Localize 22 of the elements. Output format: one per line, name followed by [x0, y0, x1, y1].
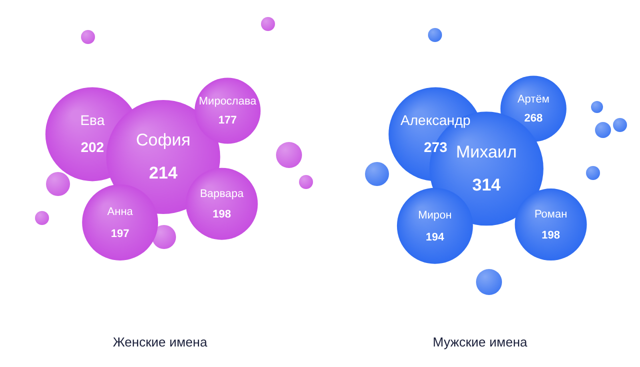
- data-label: 214: [149, 164, 178, 183]
- data-label: 198: [542, 229, 560, 242]
- category-label: Михаил: [456, 142, 517, 162]
- category-label: Ева: [80, 112, 105, 128]
- data-label: 197: [110, 228, 130, 240]
- data-label: 268: [524, 112, 543, 125]
- category-label: Мирон: [418, 209, 452, 222]
- data-label: 194: [426, 231, 445, 244]
- category-label: Артём: [517, 93, 550, 106]
- category-label: София: [136, 130, 190, 150]
- category-label: Анна: [107, 206, 134, 218]
- data-label: 198: [212, 208, 231, 221]
- category-label: Мирослава: [198, 96, 258, 108]
- data-label: 202: [80, 139, 104, 156]
- category-label: Варвара: [200, 188, 244, 200]
- category-label: Роман: [534, 208, 568, 220]
- data-label: 314: [472, 175, 502, 194]
- text: Женские имена: [112, 334, 208, 350]
- text: Мужские имена: [432, 334, 528, 350]
- data-label: 177: [218, 114, 237, 127]
- category-label: Александр: [400, 112, 471, 128]
- data-label: 273: [424, 139, 448, 156]
